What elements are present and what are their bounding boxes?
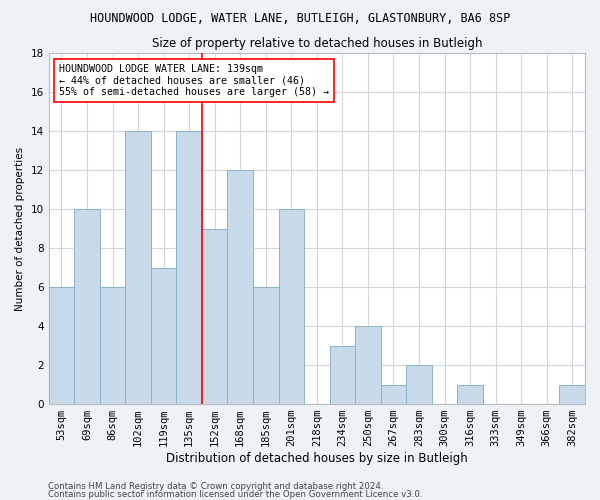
Bar — [329, 346, 355, 404]
Bar — [74, 209, 100, 404]
Bar — [202, 228, 227, 404]
Bar — [151, 268, 176, 404]
Bar — [559, 384, 585, 404]
Bar — [125, 131, 151, 404]
Bar — [278, 209, 304, 404]
Text: Contains HM Land Registry data © Crown copyright and database right 2024.: Contains HM Land Registry data © Crown c… — [48, 482, 383, 491]
Text: Contains public sector information licensed under the Open Government Licence v3: Contains public sector information licen… — [48, 490, 422, 499]
Bar — [457, 384, 483, 404]
Text: HOUNDWOOD LODGE WATER LANE: 139sqm
← 44% of detached houses are smaller (46)
55%: HOUNDWOOD LODGE WATER LANE: 139sqm ← 44%… — [59, 64, 329, 97]
Bar — [406, 365, 432, 404]
Bar — [355, 326, 380, 404]
Bar — [227, 170, 253, 404]
Bar — [49, 287, 74, 404]
X-axis label: Distribution of detached houses by size in Butleigh: Distribution of detached houses by size … — [166, 452, 468, 465]
Title: Size of property relative to detached houses in Butleigh: Size of property relative to detached ho… — [152, 38, 482, 51]
Bar — [176, 131, 202, 404]
Bar — [100, 287, 125, 404]
Bar — [253, 287, 278, 404]
Bar — [380, 384, 406, 404]
Text: HOUNDWOOD LODGE, WATER LANE, BUTLEIGH, GLASTONBURY, BA6 8SP: HOUNDWOOD LODGE, WATER LANE, BUTLEIGH, G… — [90, 12, 510, 26]
Y-axis label: Number of detached properties: Number of detached properties — [15, 146, 25, 310]
